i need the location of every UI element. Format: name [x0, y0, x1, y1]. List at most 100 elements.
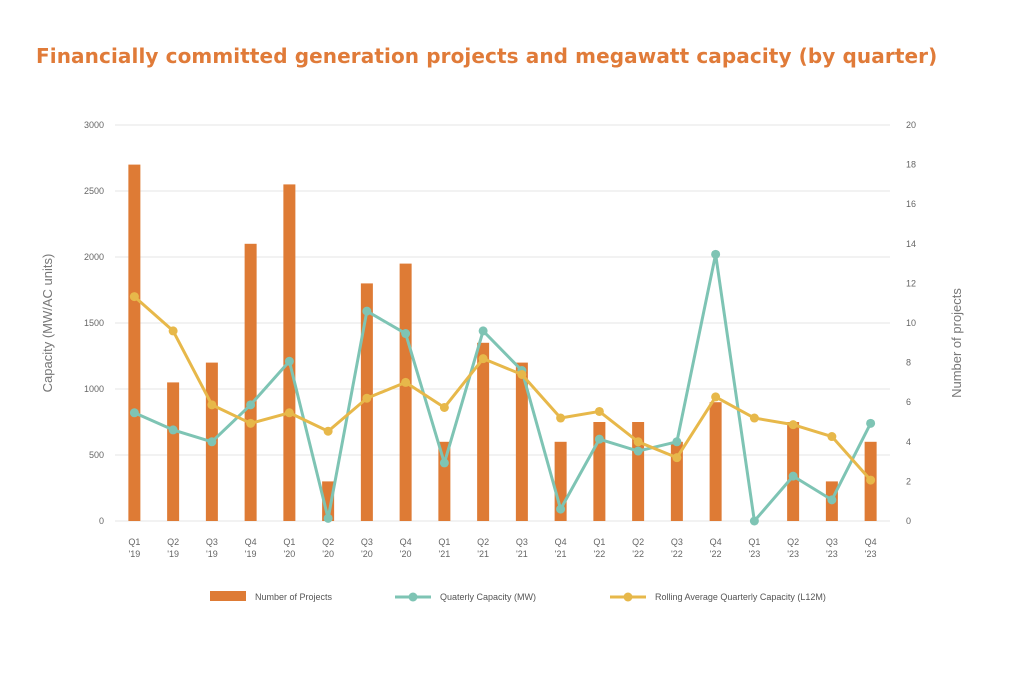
bar — [128, 164, 141, 521]
quarterly-capacity-point — [711, 249, 721, 259]
bar — [709, 402, 722, 521]
y-right-tick-label: 12 — [906, 278, 916, 288]
x-tick-label: Q1 — [128, 537, 140, 547]
rolling-average-point — [478, 354, 488, 364]
quarterly-capacity-point — [246, 400, 256, 410]
quarterly-capacity-line — [133, 252, 872, 523]
rolling-average-line — [133, 295, 872, 482]
rolling-average-point — [749, 413, 759, 423]
y-right-tick-label: 10 — [906, 318, 916, 328]
x-tick-label: Q3 — [206, 537, 218, 547]
rolling-average-point — [323, 426, 333, 436]
bar-layer — [128, 164, 877, 522]
quarterly-capacity-point — [439, 458, 449, 468]
rolling-average-point — [168, 326, 178, 336]
x-tick-year: '19 — [245, 549, 257, 559]
x-tick-label: Q1 — [748, 537, 760, 547]
quarterly-capacity-point — [207, 437, 217, 447]
rolling-average-point — [672, 453, 682, 463]
y-left-tick-label: 0 — [99, 516, 104, 526]
bar — [515, 362, 528, 521]
legend-swatch-projects — [210, 591, 246, 601]
bar — [167, 382, 180, 521]
x-tick-year: '19 — [167, 549, 179, 559]
rolling-average-point — [866, 475, 876, 485]
x-tick-label: Q3 — [671, 537, 683, 547]
rolling-average-point — [517, 369, 527, 379]
axis-label-layer: Capacity (MW/AC units) Number of projects — [40, 254, 964, 398]
y-right-tick-label: 4 — [906, 437, 911, 447]
x-tick-year: '20 — [284, 549, 296, 559]
x-tick-label: Q1 — [593, 537, 605, 547]
quarterly-capacity-point — [284, 356, 294, 366]
tick-layer: 0 500 1000 1500 2000 2500 3000 0 2 4 6 8 10 12 14 16 18 2… — [84, 120, 916, 559]
x-tick-year: '20 — [400, 549, 412, 559]
y-right-tick-label: 2 — [906, 476, 911, 486]
x-tick-label: Q4 — [555, 537, 567, 547]
bar — [399, 263, 412, 521]
rolling-average-point — [401, 377, 411, 387]
x-tick-year: '21 — [439, 549, 451, 559]
quarterly-capacity-point — [401, 329, 411, 339]
y-left-axis-label: Capacity (MW/AC units) — [40, 254, 55, 393]
bar — [670, 441, 683, 521]
rolling-average-point — [439, 402, 449, 412]
rolling-average-point — [246, 418, 256, 428]
bar — [477, 342, 490, 521]
quarterly-capacity-point — [556, 504, 566, 514]
y-right-tick-label: 20 — [906, 120, 916, 130]
x-tick-label: Q2 — [322, 537, 334, 547]
x-tick-year: '20 — [361, 549, 373, 559]
bar — [787, 422, 800, 521]
bar — [244, 243, 257, 522]
x-tick-year: '23 — [865, 549, 877, 559]
quarterly-capacity-point — [362, 306, 372, 316]
y-left-tick-label: 1000 — [84, 384, 104, 394]
y-right-tick-label: 8 — [906, 358, 911, 368]
x-tick-year: '23 — [787, 549, 799, 559]
y-right-tick-label: 14 — [906, 239, 916, 249]
x-tick-year: '23 — [826, 549, 838, 559]
rolling-average-point — [827, 432, 837, 442]
y-left-tick-label: 3000 — [84, 120, 104, 130]
y-left-tick-label: 2000 — [84, 252, 104, 262]
y-right-tick-label: 18 — [906, 160, 916, 170]
y-right-axis-label: Number of projects — [949, 288, 964, 398]
bar — [283, 184, 296, 521]
rolling-average-point — [556, 413, 566, 423]
x-tick-label: Q1 — [438, 537, 450, 547]
x-tick-label: Q3 — [361, 537, 373, 547]
quarterly-capacity-point — [594, 434, 604, 444]
rolling-average-point — [129, 292, 139, 302]
bar — [632, 422, 645, 521]
legend-marker-quarterly — [408, 592, 418, 602]
quarterly-capacity-point — [827, 495, 837, 505]
rolling-average-point — [284, 408, 294, 418]
x-tick-label: Q3 — [826, 537, 838, 547]
rolling-average-point — [207, 400, 217, 410]
quarterly-capacity-point — [633, 446, 643, 456]
x-tick-year: '22 — [671, 549, 683, 559]
line-layer — [129, 249, 876, 526]
rolling-average-point — [711, 392, 721, 402]
x-tick-year: '20 — [322, 549, 334, 559]
quarterly-capacity-point — [478, 326, 488, 336]
x-tick-year: '19 — [129, 549, 141, 559]
quarterly-capacity-point — [788, 471, 798, 481]
x-tick-year: '22 — [710, 549, 722, 559]
y-right-tick-label: 16 — [906, 199, 916, 209]
quarterly-capacity-point — [672, 437, 682, 447]
y-right-tick-label: 0 — [906, 516, 911, 526]
x-tick-label: Q2 — [632, 537, 644, 547]
rolling-average-point — [633, 437, 643, 447]
y-left-tick-label: 2500 — [84, 186, 104, 196]
legend-label-rolling: Rolling Average Quarterly Capacity (L12M… — [655, 592, 826, 602]
x-tick-label: Q4 — [865, 537, 877, 547]
y-right-tick-label: 6 — [906, 397, 911, 407]
x-tick-year: '22 — [594, 549, 606, 559]
x-tick-year: '21 — [555, 549, 567, 559]
x-tick-label: Q2 — [787, 537, 799, 547]
x-tick-label: Q4 — [245, 537, 257, 547]
y-left-tick-label: 500 — [89, 450, 104, 460]
